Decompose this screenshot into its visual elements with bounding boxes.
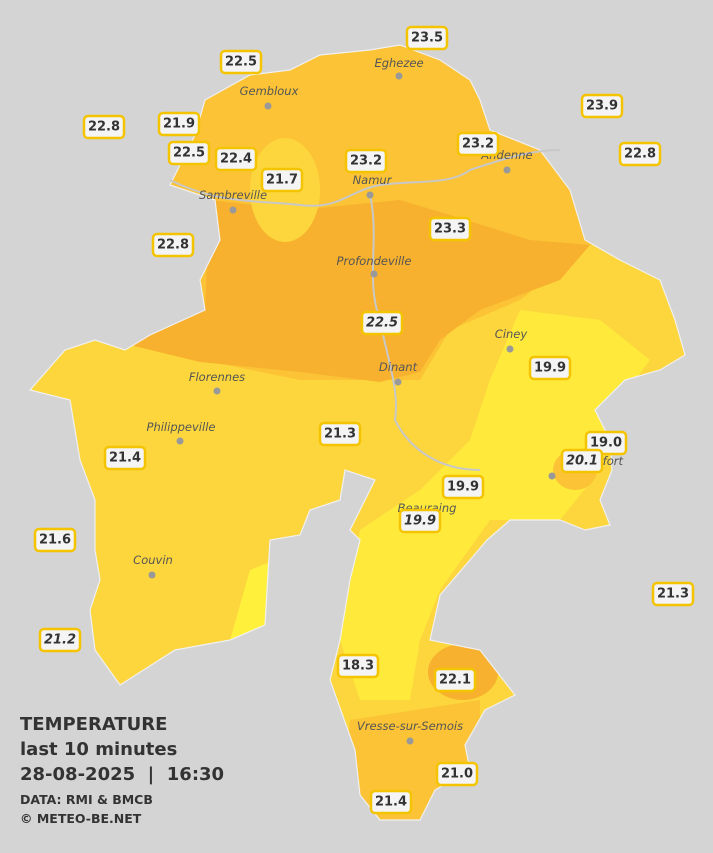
station-temp: 19.9 (534, 361, 566, 376)
station-box (433, 667, 477, 693)
place-dot (148, 571, 156, 579)
station-box (405, 25, 449, 51)
place-name: Namur (353, 173, 393, 187)
station-box (398, 508, 442, 534)
station-temp: 23.2 (462, 137, 494, 152)
station-temp: 22.8 (157, 238, 189, 253)
station-box (33, 527, 77, 553)
station-temp: 21.6 (39, 533, 71, 548)
station-box (580, 93, 624, 119)
place-dot (176, 437, 184, 445)
place-dot (370, 270, 378, 278)
station-box (651, 581, 695, 607)
place-name: Ciney (495, 327, 528, 341)
station-box (336, 653, 380, 679)
station-temp: 22.8 (88, 120, 120, 135)
place-name: Sambreville (199, 188, 267, 202)
station-temp: 21.4 (109, 451, 141, 466)
place-dot (366, 191, 374, 199)
station-box (528, 355, 572, 381)
place-dot (229, 206, 237, 214)
station-box (82, 114, 126, 140)
place-name: Eghezee (374, 56, 423, 70)
legend: TEMPERATURE last 10 minutes 28-08-2025 |… (20, 714, 224, 826)
station-temp: 19.9 (447, 480, 479, 495)
station-box (360, 310, 404, 336)
station-box (456, 131, 500, 157)
station-temp: 21.3 (657, 587, 689, 602)
station-temp: 21.2 (44, 633, 76, 648)
legend-period: last 10 minutes (20, 739, 177, 760)
place-name: Profondeville (337, 254, 412, 268)
station-box (435, 761, 479, 787)
legend-source: DATA: RMI & BMCB (20, 792, 153, 807)
station-temp: 21.4 (375, 795, 407, 810)
river (169, 149, 561, 207)
place-dot (394, 378, 402, 386)
place-name: Couvin (133, 553, 173, 567)
station-temp: 22.1 (439, 673, 471, 688)
legend-datetime: 28-08-2025 | 16:30 (20, 764, 224, 785)
station-box (214, 146, 258, 172)
place-dot (406, 737, 414, 745)
station-temp: 18.3 (342, 659, 374, 674)
station-temp: 20.1 (566, 454, 598, 469)
place-dot (395, 72, 403, 80)
stations: 23.5 22.5 23.9 22.8 21.9 23.2 22.8 22.5 22.4 23.2… (33, 25, 695, 815)
station-temp: 22.4 (220, 152, 252, 167)
place-dot (503, 166, 511, 174)
place-name: Dinant (379, 360, 418, 374)
place-dot (213, 387, 221, 395)
station-box (344, 148, 388, 174)
station-box (560, 448, 604, 474)
station-box (38, 627, 82, 653)
station-temp: 21.3 (324, 427, 356, 442)
station-temp: 21.0 (441, 767, 473, 782)
place-name: Philippeville (147, 420, 216, 434)
station-box (219, 49, 263, 75)
station-temp: 22.5 (225, 55, 257, 70)
station-box (584, 430, 628, 456)
place-dot (548, 472, 556, 480)
station-box (103, 445, 147, 471)
place-dot (264, 102, 272, 110)
station-temp: 19.9 (404, 514, 436, 529)
station-temp: 23.9 (586, 99, 618, 114)
station-temp: 22.5 (173, 146, 205, 161)
station-box (167, 140, 211, 166)
station-temp: 23.3 (434, 222, 466, 237)
station-box (157, 111, 201, 137)
place-name: Gembloux (240, 84, 299, 98)
place-name: Vresse-sur-Semois (357, 719, 463, 733)
legend-copyright: © METEO-BE.NET (20, 811, 142, 826)
station-temp: 23.5 (411, 31, 443, 46)
station-temp: 19.0 (590, 436, 622, 451)
station-box (260, 167, 304, 193)
station-temp: 23.2 (350, 154, 382, 169)
station-temp: 21.7 (266, 173, 298, 188)
place-dot (506, 345, 514, 353)
station-box (428, 216, 472, 242)
station-box (618, 141, 662, 167)
station-box (441, 474, 485, 500)
station-box (369, 789, 413, 815)
station-box (318, 421, 362, 447)
station-temp: 22.5 (366, 316, 398, 331)
station-temp: 21.9 (163, 117, 195, 132)
station-box (151, 232, 195, 258)
station-temp: 22.8 (624, 147, 656, 162)
place-name: Florennes (189, 370, 245, 384)
river (369, 194, 481, 471)
legend-title: TEMPERATURE (20, 714, 167, 735)
